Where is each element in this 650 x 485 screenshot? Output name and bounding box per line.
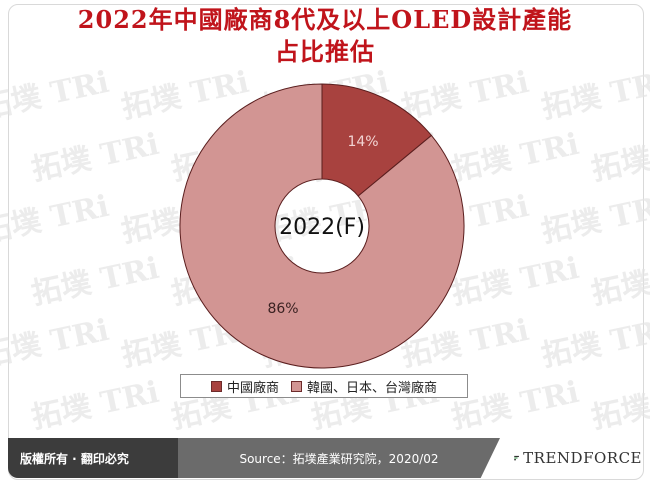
- slice-label-0: 14%: [347, 134, 378, 150]
- chart-title-line-2: 占比推估: [275, 37, 375, 66]
- legend-item-others: 韓國、日本、台灣廠商: [291, 377, 437, 396]
- legend-label-others: 韓國、日本、台灣廠商: [307, 380, 438, 396]
- legend-label-china: 中國廠商: [226, 380, 279, 396]
- copyright-text: 版權所有 · 翻印必究: [8, 438, 178, 478]
- trendforce-logo-text: TRENDFORCE: [523, 449, 642, 467]
- trendforce-logo: TRENDFORCE: [500, 438, 642, 478]
- chart-title-line-1: 2022年中國廠商8代及以上OLED設計產能: [77, 5, 573, 34]
- slice-label-1: 86%: [267, 301, 298, 317]
- legend-item-china: 中國廠商: [210, 377, 279, 396]
- donut-slice-0: [321, 83, 433, 197]
- legend-swatch-others: [291, 380, 302, 392]
- legend: 中國廠商 韓國、日本、台灣廠商: [180, 374, 468, 398]
- center-label: 2022(F): [279, 215, 365, 240]
- chart-title: 2022年中國廠商8代及以上OLED設計產能 占比推估: [0, 4, 650, 68]
- legend-swatch-china: [210, 380, 222, 392]
- source-text: Source：拓墣產業研究院，2020/02: [178, 438, 500, 478]
- chart-frame: [8, 4, 644, 480]
- trendforce-logo-icon: [514, 455, 519, 461]
- donut-slice-1: [179, 83, 465, 369]
- footer: 版權所有 · 翻印必究 Source：拓墣產業研究院，2020/02 TREND…: [0, 438, 650, 485]
